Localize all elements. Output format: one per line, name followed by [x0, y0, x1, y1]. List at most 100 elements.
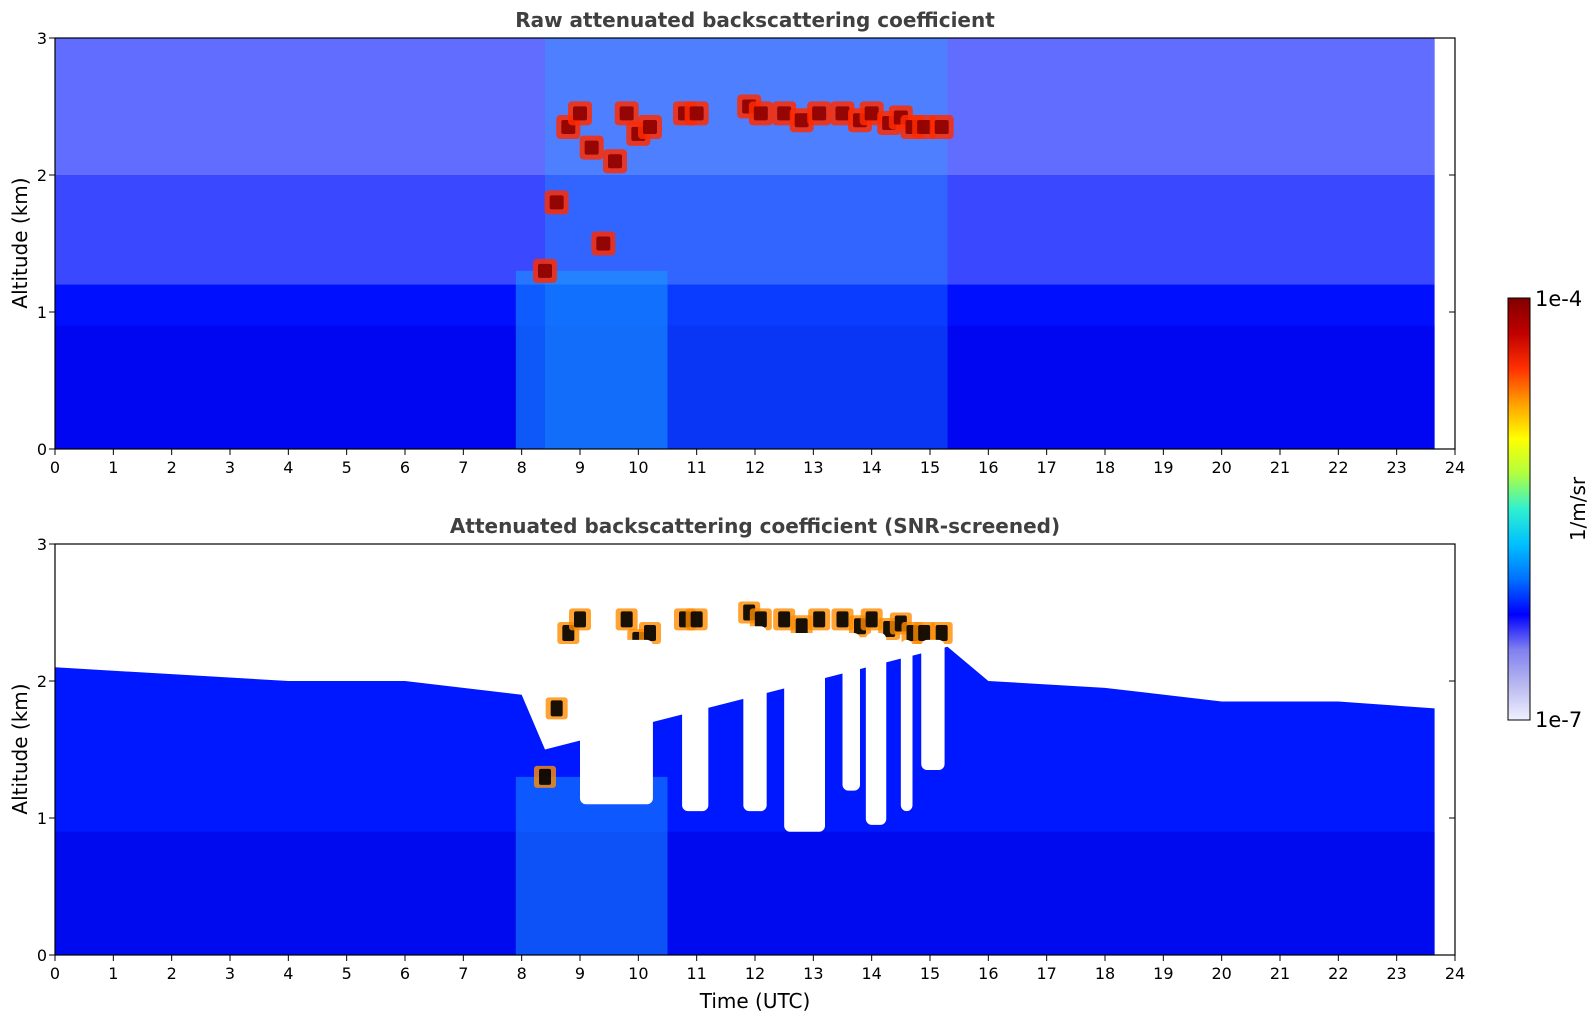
- y-tick-label: 3: [37, 535, 47, 554]
- panel-screened-title: Attenuated backscattering coefficient (S…: [450, 514, 1060, 538]
- colorbar: 1e-4 1e-7 1/m/sr: [1507, 287, 1590, 732]
- x-tick-label: 5: [342, 458, 352, 477]
- y-tick-label: 2: [37, 166, 47, 185]
- screened-aerosol-plume: [515, 776, 668, 955]
- x-tick-label: 9: [575, 964, 585, 983]
- screened-gap: [743, 626, 767, 812]
- screened-cloud-core: [550, 700, 563, 717]
- screened-cloud-core: [865, 611, 878, 628]
- x-tick-label: 15: [920, 458, 940, 477]
- x-tick-label: 1: [108, 964, 118, 983]
- cloud-layer-core: [934, 120, 949, 135]
- x-tick-label: 21: [1270, 458, 1290, 477]
- screened-cloud-core: [574, 611, 586, 628]
- cloud-layer-core: [584, 140, 599, 155]
- x-tick-label: 8: [517, 458, 527, 477]
- cloud-layer-core: [777, 106, 792, 121]
- screened-cloud-core: [795, 618, 808, 635]
- screened-cloud-core: [778, 611, 791, 628]
- x-tick-label: 10: [628, 964, 648, 983]
- panel-raw-y-axis: 0 1 2 3: [37, 29, 1455, 459]
- panel-raw: Raw attenuated backscattering coefficien…: [8, 8, 1465, 477]
- panel-raw-x-axis: 0 1 2 3 4 5 6 7 8 9 10 11 12 13 14 15 16 17 18 19 20 21 22 23 24: [50, 449, 1465, 477]
- screened-gap: [682, 633, 709, 812]
- cloud-layer-core: [794, 113, 809, 128]
- cloud-layer-core: [753, 106, 768, 121]
- panel-screened-xlabel: Time (UTC): [699, 989, 811, 1013]
- x-tick-label: 8: [517, 964, 527, 983]
- cloud-layer-core: [643, 120, 657, 135]
- cloud-layer-core: [608, 154, 622, 169]
- screened-cloud-core: [690, 611, 703, 628]
- panel-raw-heatmap: [55, 38, 1435, 449]
- x-tick-label: 4: [283, 964, 293, 983]
- cloud-layer-core: [573, 106, 587, 121]
- screened-cloud-core: [539, 768, 551, 785]
- x-tick-label: 22: [1328, 964, 1348, 983]
- raw-noise-region: [55, 38, 1435, 285]
- x-tick-label: 23: [1386, 964, 1406, 983]
- x-tick-label: 16: [978, 964, 998, 983]
- x-tick-label: 13: [803, 458, 823, 477]
- cloud-layer-core: [812, 106, 827, 121]
- cloud-layer-core: [835, 106, 850, 121]
- screened-gap: [865, 633, 887, 825]
- cloud-layer-core: [689, 106, 704, 121]
- panel-screened-y-axis: 0 1 2 3: [37, 535, 1455, 965]
- colorbar-unit-label: 1/m/sr: [1566, 476, 1590, 541]
- x-tick-label: 17: [1036, 458, 1056, 477]
- screened-gap: [842, 633, 860, 791]
- y-tick-label: 2: [37, 672, 47, 691]
- x-tick-label: 0: [50, 458, 60, 477]
- x-tick-label: 11: [686, 964, 706, 983]
- colorbar-max-label: 1e-4: [1535, 287, 1582, 311]
- screened-cloud-core: [836, 611, 849, 628]
- x-tick-label: 0: [50, 964, 60, 983]
- y-tick-label: 3: [37, 29, 47, 48]
- x-tick-label: 4: [283, 458, 293, 477]
- x-tick-label: 5: [342, 964, 352, 983]
- y-tick-label: 0: [37, 946, 47, 965]
- x-tick-label: 18: [1095, 964, 1115, 983]
- screened-cloud-core: [918, 625, 931, 642]
- x-tick-label: 16: [978, 458, 998, 477]
- x-tick-label: 7: [458, 964, 468, 983]
- x-tick-label: 6: [400, 458, 410, 477]
- x-tick-label: 3: [225, 458, 235, 477]
- screened-cloud-core: [754, 611, 767, 628]
- x-tick-label: 2: [167, 458, 177, 477]
- panel-raw-ylabel: Altitude (km): [8, 177, 32, 308]
- y-tick-label: 1: [37, 809, 47, 828]
- screened-gap: [580, 639, 653, 805]
- screened-gap: [921, 639, 945, 771]
- panel-screened-ylabel: Altitude (km): [8, 683, 32, 814]
- x-tick-label: 18: [1095, 458, 1115, 477]
- x-tick-label: 20: [1211, 964, 1231, 983]
- x-tick-label: 17: [1036, 964, 1056, 983]
- x-tick-label: 11: [686, 458, 706, 477]
- screened-boundary-layer: [55, 831, 1435, 955]
- cloud-layer-core: [864, 106, 879, 121]
- x-tick-label: 12: [745, 458, 765, 477]
- screened-cloud-core: [935, 625, 948, 642]
- raw-boundary-layer: [55, 325, 1435, 449]
- cloud-layer-core: [917, 120, 932, 135]
- y-tick-label: 0: [37, 440, 47, 459]
- y-tick-label: 1: [37, 303, 47, 322]
- x-tick-label: 1: [108, 458, 118, 477]
- x-tick-label: 15: [920, 964, 940, 983]
- colorbar-min-label: 1e-7: [1535, 708, 1582, 732]
- x-tick-label: 3: [225, 964, 235, 983]
- screened-gap: [784, 633, 825, 832]
- cloud-layer-core: [538, 263, 552, 278]
- x-tick-label: 6: [400, 964, 410, 983]
- panel-screened-x-axis: 0 1 2 3 4 5 6 7 8 9 10 11 12 13 14 15 16 17 18 19 20 21 22 23 24: [50, 955, 1465, 983]
- x-tick-label: 24: [1445, 964, 1465, 983]
- x-tick-label: 14: [861, 458, 881, 477]
- x-tick-label: 9: [575, 458, 585, 477]
- screened-cloud-core: [644, 625, 656, 642]
- x-tick-label: 19: [1153, 964, 1173, 983]
- x-tick-label: 10: [628, 458, 648, 477]
- x-tick-label: 12: [745, 964, 765, 983]
